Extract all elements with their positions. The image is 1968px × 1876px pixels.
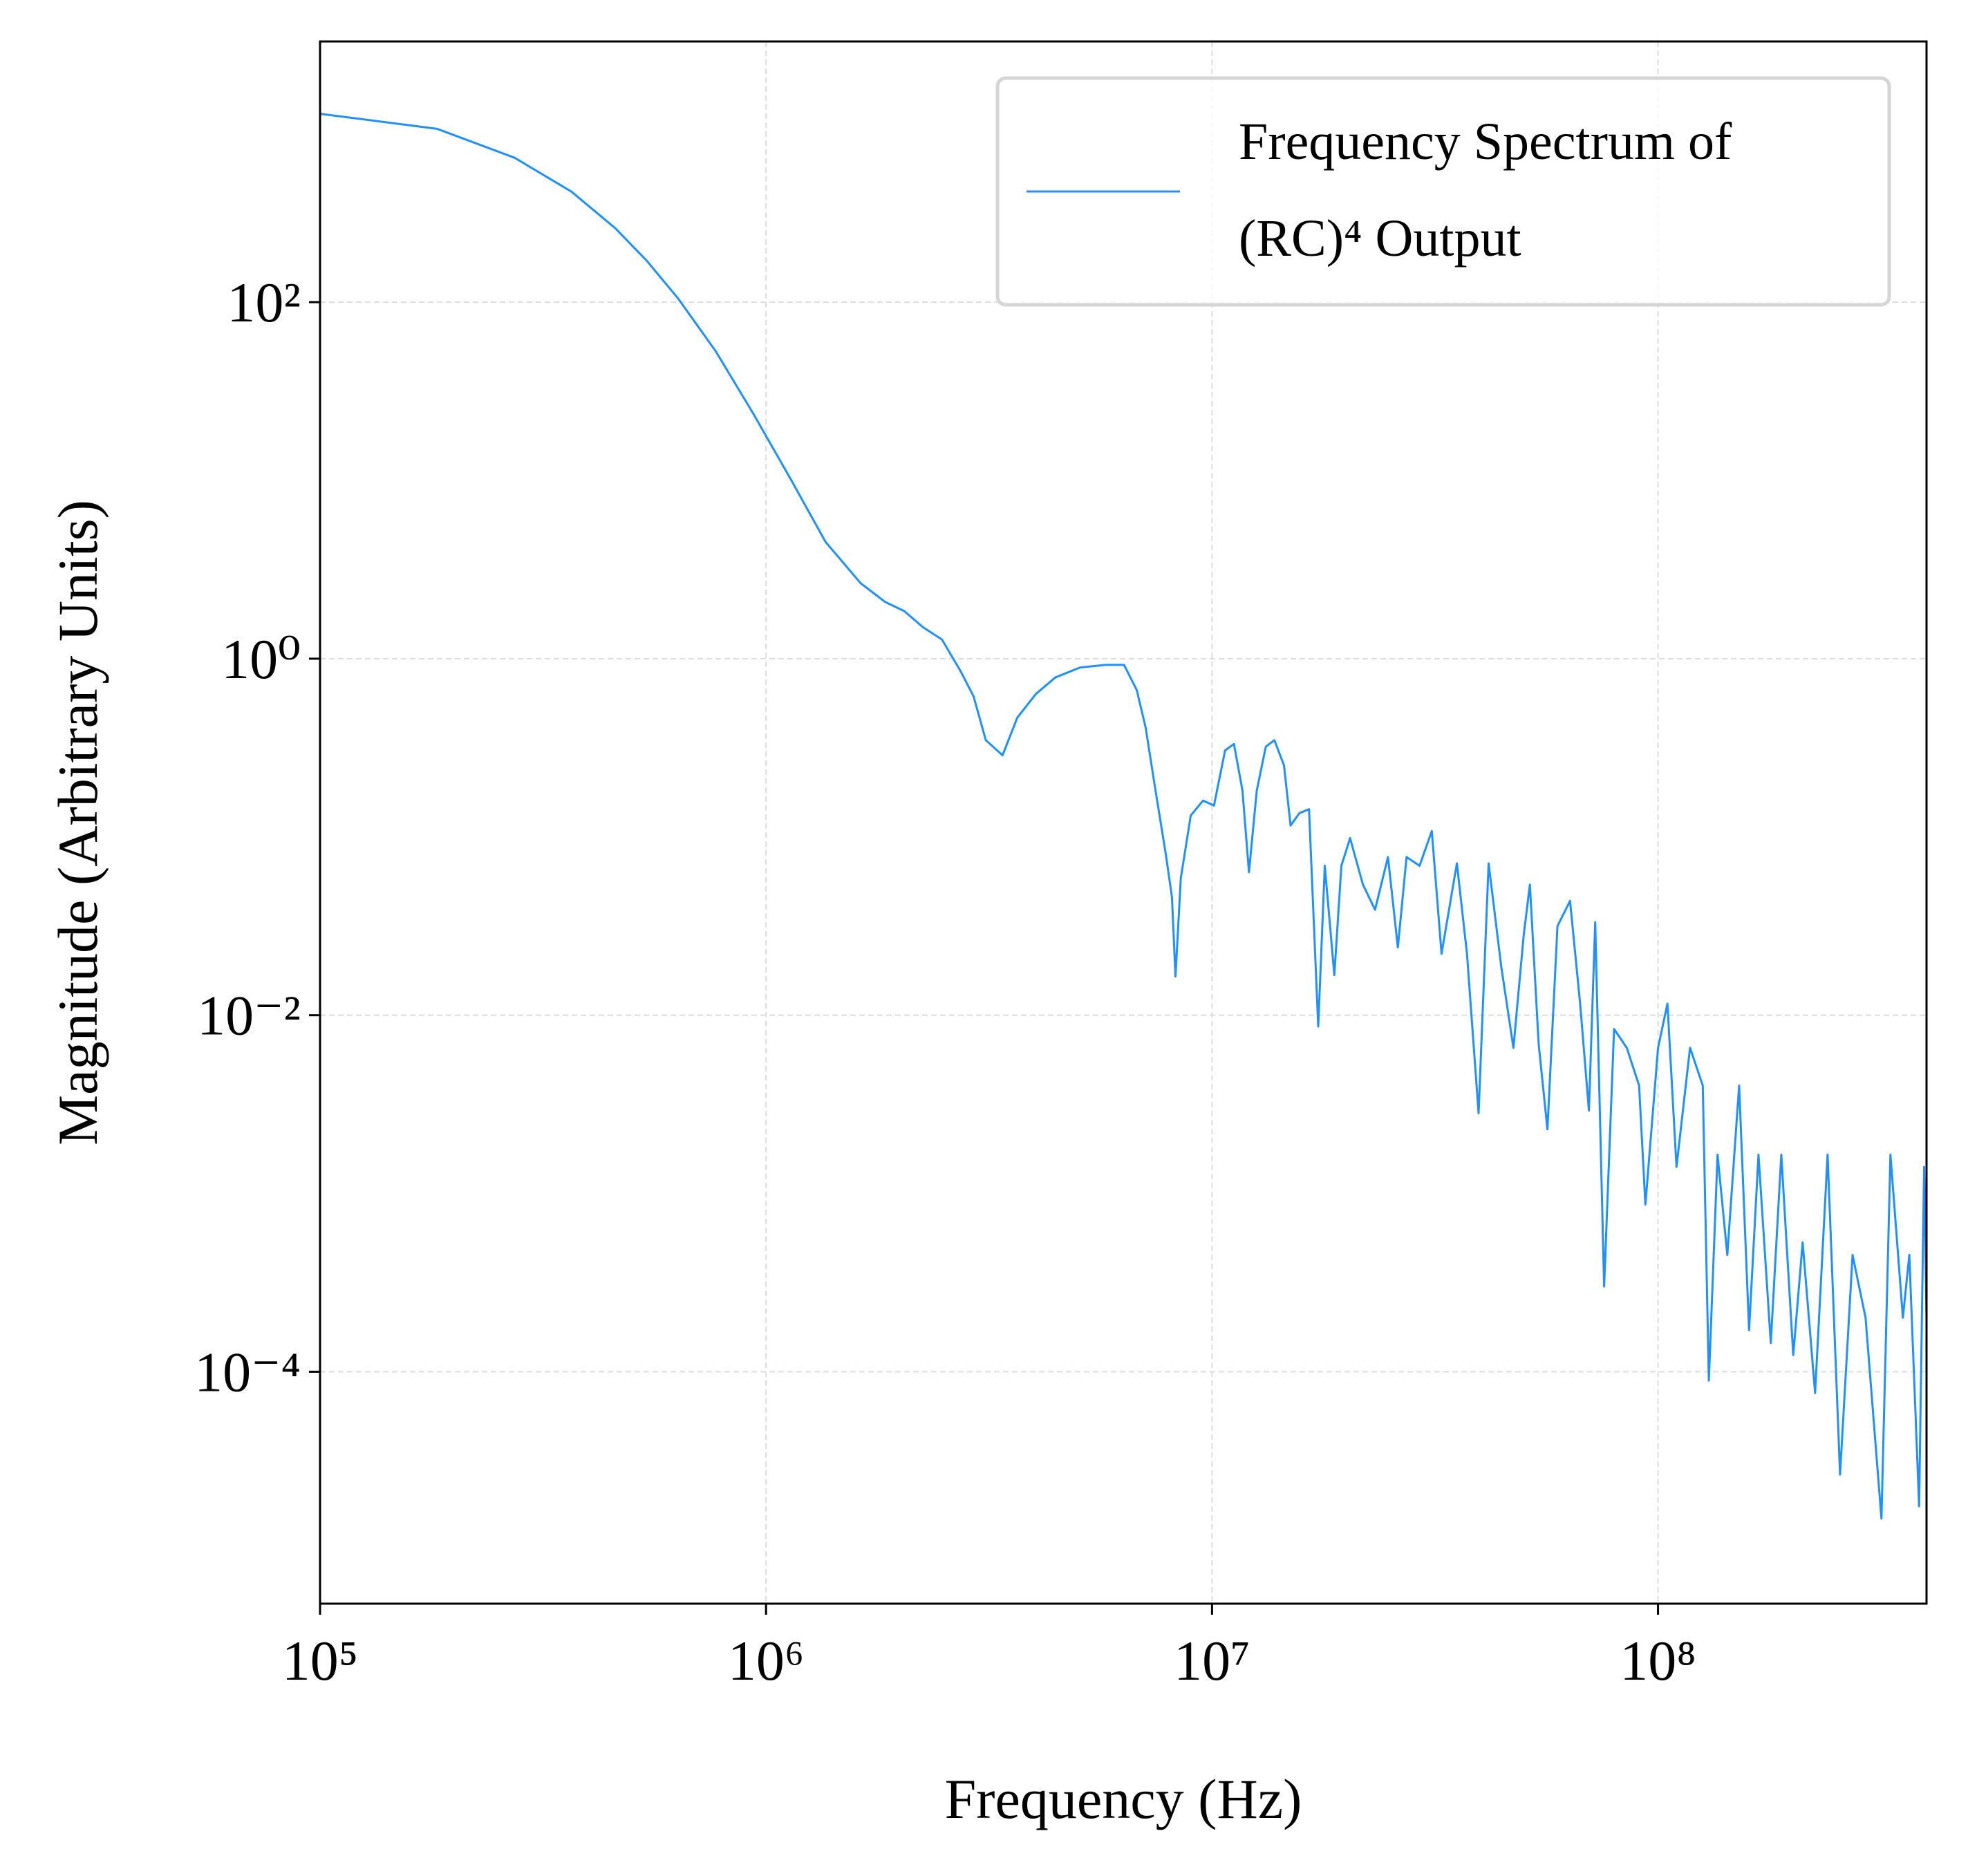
y-tick-label: 10⁻²: [197, 984, 301, 1047]
legend-label: Frequency Spectrum of (RC)⁴ Output: [1239, 113, 1732, 268]
x-tick-label: 10⁵: [282, 1629, 359, 1692]
x-tick-label: 10⁸: [1620, 1629, 1696, 1692]
x-tick-label: 10⁷: [1174, 1629, 1250, 1692]
x-axis-label: Frequency (Hz): [945, 1767, 1302, 1830]
y-tick-label: 10²: [227, 271, 301, 334]
plot-frame: [319, 40, 1928, 1605]
y-tick-label: 10⁰: [221, 628, 301, 691]
x-tick-label: 10⁶: [728, 1629, 805, 1692]
data-line: [319, 113, 1928, 1520]
y-axis-label: Magnitude (Arbitrary Units): [46, 500, 109, 1145]
legend-box: [995, 76, 1891, 307]
y-tick-label: 10⁻⁴: [194, 1340, 301, 1403]
